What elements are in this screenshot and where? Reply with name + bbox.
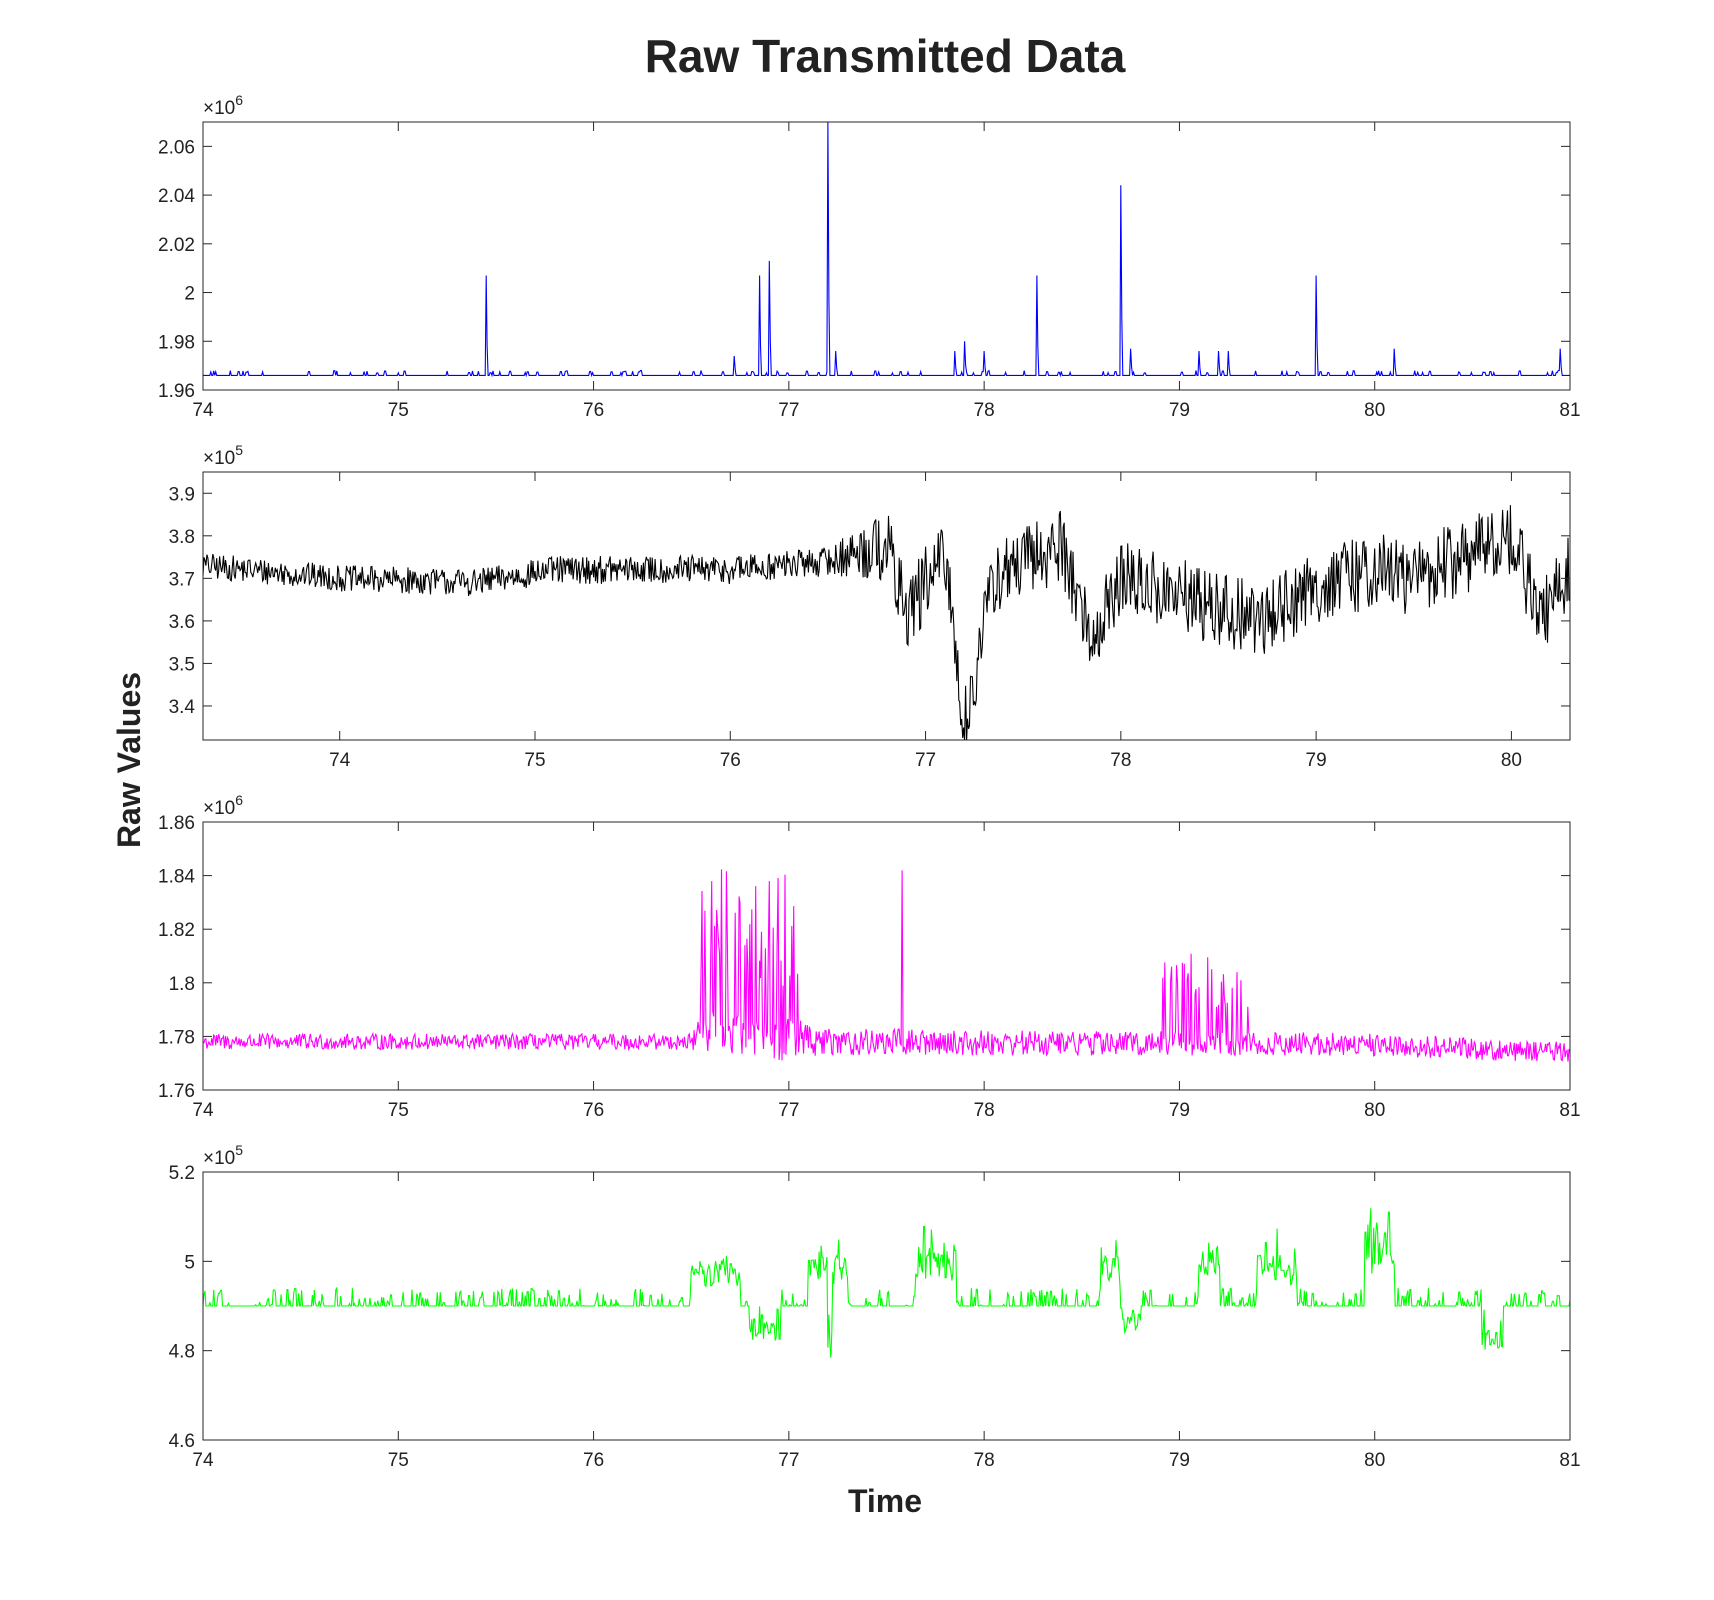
axes-box-3 — [202, 821, 1571, 1091]
y-tick-label: 2.02 — [158, 235, 195, 256]
x-tick-label: 79 — [1169, 1450, 1190, 1471]
axis-multiplier: ×106 — [203, 92, 243, 119]
y-tick-label: 3.4 — [169, 697, 196, 718]
y-tick-label: 1.82 — [158, 920, 195, 941]
x-tick-label: 77 — [778, 1450, 799, 1471]
y-tick-label: 4.8 — [169, 1342, 195, 1363]
x-tick-label: 76 — [583, 1450, 604, 1471]
x-tick-label: 77 — [778, 1100, 799, 1121]
y-tick-label: 1.84 — [158, 867, 195, 888]
series-line-2 — [203, 505, 1570, 740]
y-tick-label: 1.86 — [158, 813, 195, 834]
x-tick-label: 75 — [388, 400, 409, 421]
y-tick-label: 1.76 — [158, 1081, 195, 1102]
x-tick-label: 78 — [974, 1450, 995, 1471]
y-tick-label: 3.5 — [169, 654, 195, 675]
series-line-3 — [203, 869, 1570, 1062]
y-tick-label: 1.78 — [158, 1027, 195, 1048]
axes-box-4 — [202, 1171, 1571, 1441]
x-tick-label: 75 — [388, 1450, 409, 1471]
y-tick-label: 3.9 — [169, 484, 195, 505]
subplot-4: 74 75 76 77 78 79 80 81 4.6 4.8 5 5.2 ×105 — [169, 1142, 1581, 1471]
x-tick-label: 81 — [1559, 1100, 1580, 1121]
subplot-3: 74 75 76 77 78 79 80 81 1.76 1.78 1.8 1.82 1.84 1.86 ×… — [158, 792, 1581, 1121]
x-tick-label: 77 — [915, 750, 936, 771]
x-tick-label: 76 — [583, 400, 604, 421]
x-tick-label: 75 — [388, 1100, 409, 1121]
y-tick-label: 1.8 — [169, 974, 195, 995]
figure-title: Raw Transmitted Data — [645, 30, 1126, 82]
y-tick-label: 1.96 — [158, 381, 195, 402]
subplots: 74 75 76 77 78 79 80 81 1.96 1.98 2 2.02 2.04 2.06 ×10… — [158, 92, 1581, 1471]
x-tick-label: 79 — [1306, 750, 1327, 771]
x-tick-label: 75 — [524, 750, 545, 771]
y-tick-label: 2.06 — [158, 137, 195, 158]
y-tick-label: 2 — [184, 284, 195, 305]
axes-box-2 — [202, 471, 1571, 741]
y-tick-label: 3.6 — [169, 612, 195, 633]
series-line-1 — [203, 122, 1570, 378]
x-tick-label: 74 — [192, 1450, 214, 1471]
x-tick-label: 80 — [1364, 400, 1385, 421]
y-tick-label: 1.98 — [158, 332, 195, 353]
x-tick-label: 78 — [974, 1100, 995, 1121]
x-tick-label: 81 — [1559, 1450, 1580, 1471]
y-tick-label: 4.6 — [169, 1431, 195, 1452]
x-tick-label: 74 — [329, 750, 351, 771]
x-tick-label: 74 — [192, 1100, 214, 1121]
y-tick-label: 5.2 — [169, 1163, 195, 1184]
x-tick-label: 74 — [192, 400, 214, 421]
x-tick-label: 80 — [1501, 750, 1522, 771]
series-line-4 — [203, 1208, 1570, 1358]
x-tick-label: 77 — [778, 400, 799, 421]
x-tick-label: 76 — [583, 1100, 604, 1121]
x-tick-label: 78 — [1110, 750, 1131, 771]
axes-box-1 — [202, 121, 1571, 391]
x-tick-label: 79 — [1169, 1100, 1190, 1121]
subplot-1: 74 75 76 77 78 79 80 81 1.96 1.98 2 2.02 2.04 2.06 ×10… — [158, 92, 1581, 421]
x-tick-label: 76 — [720, 750, 741, 771]
x-tick-label: 78 — [974, 400, 995, 421]
y-tick-label: 3.8 — [169, 527, 195, 548]
axis-multiplier: ×105 — [203, 1142, 243, 1169]
x-axis-label: Time — [848, 1483, 922, 1519]
x-tick-label: 80 — [1364, 1450, 1385, 1471]
axis-multiplier: ×105 — [203, 442, 243, 469]
y-tick-label: 2.04 — [158, 186, 195, 207]
x-tick-label: 81 — [1559, 400, 1580, 421]
subplot-2: 74 75 76 77 78 79 80 3.4 3.5 3.6 3.7 3.8 3.9 ×105 — [169, 442, 1571, 771]
y-tick-label: 3.7 — [169, 569, 195, 590]
y-axis-label: Raw Values — [111, 672, 147, 848]
axis-multiplier: ×106 — [203, 792, 243, 819]
x-tick-label: 80 — [1364, 1100, 1385, 1121]
y-tick-label: 5 — [184, 1252, 195, 1273]
x-tick-label: 79 — [1169, 400, 1190, 421]
